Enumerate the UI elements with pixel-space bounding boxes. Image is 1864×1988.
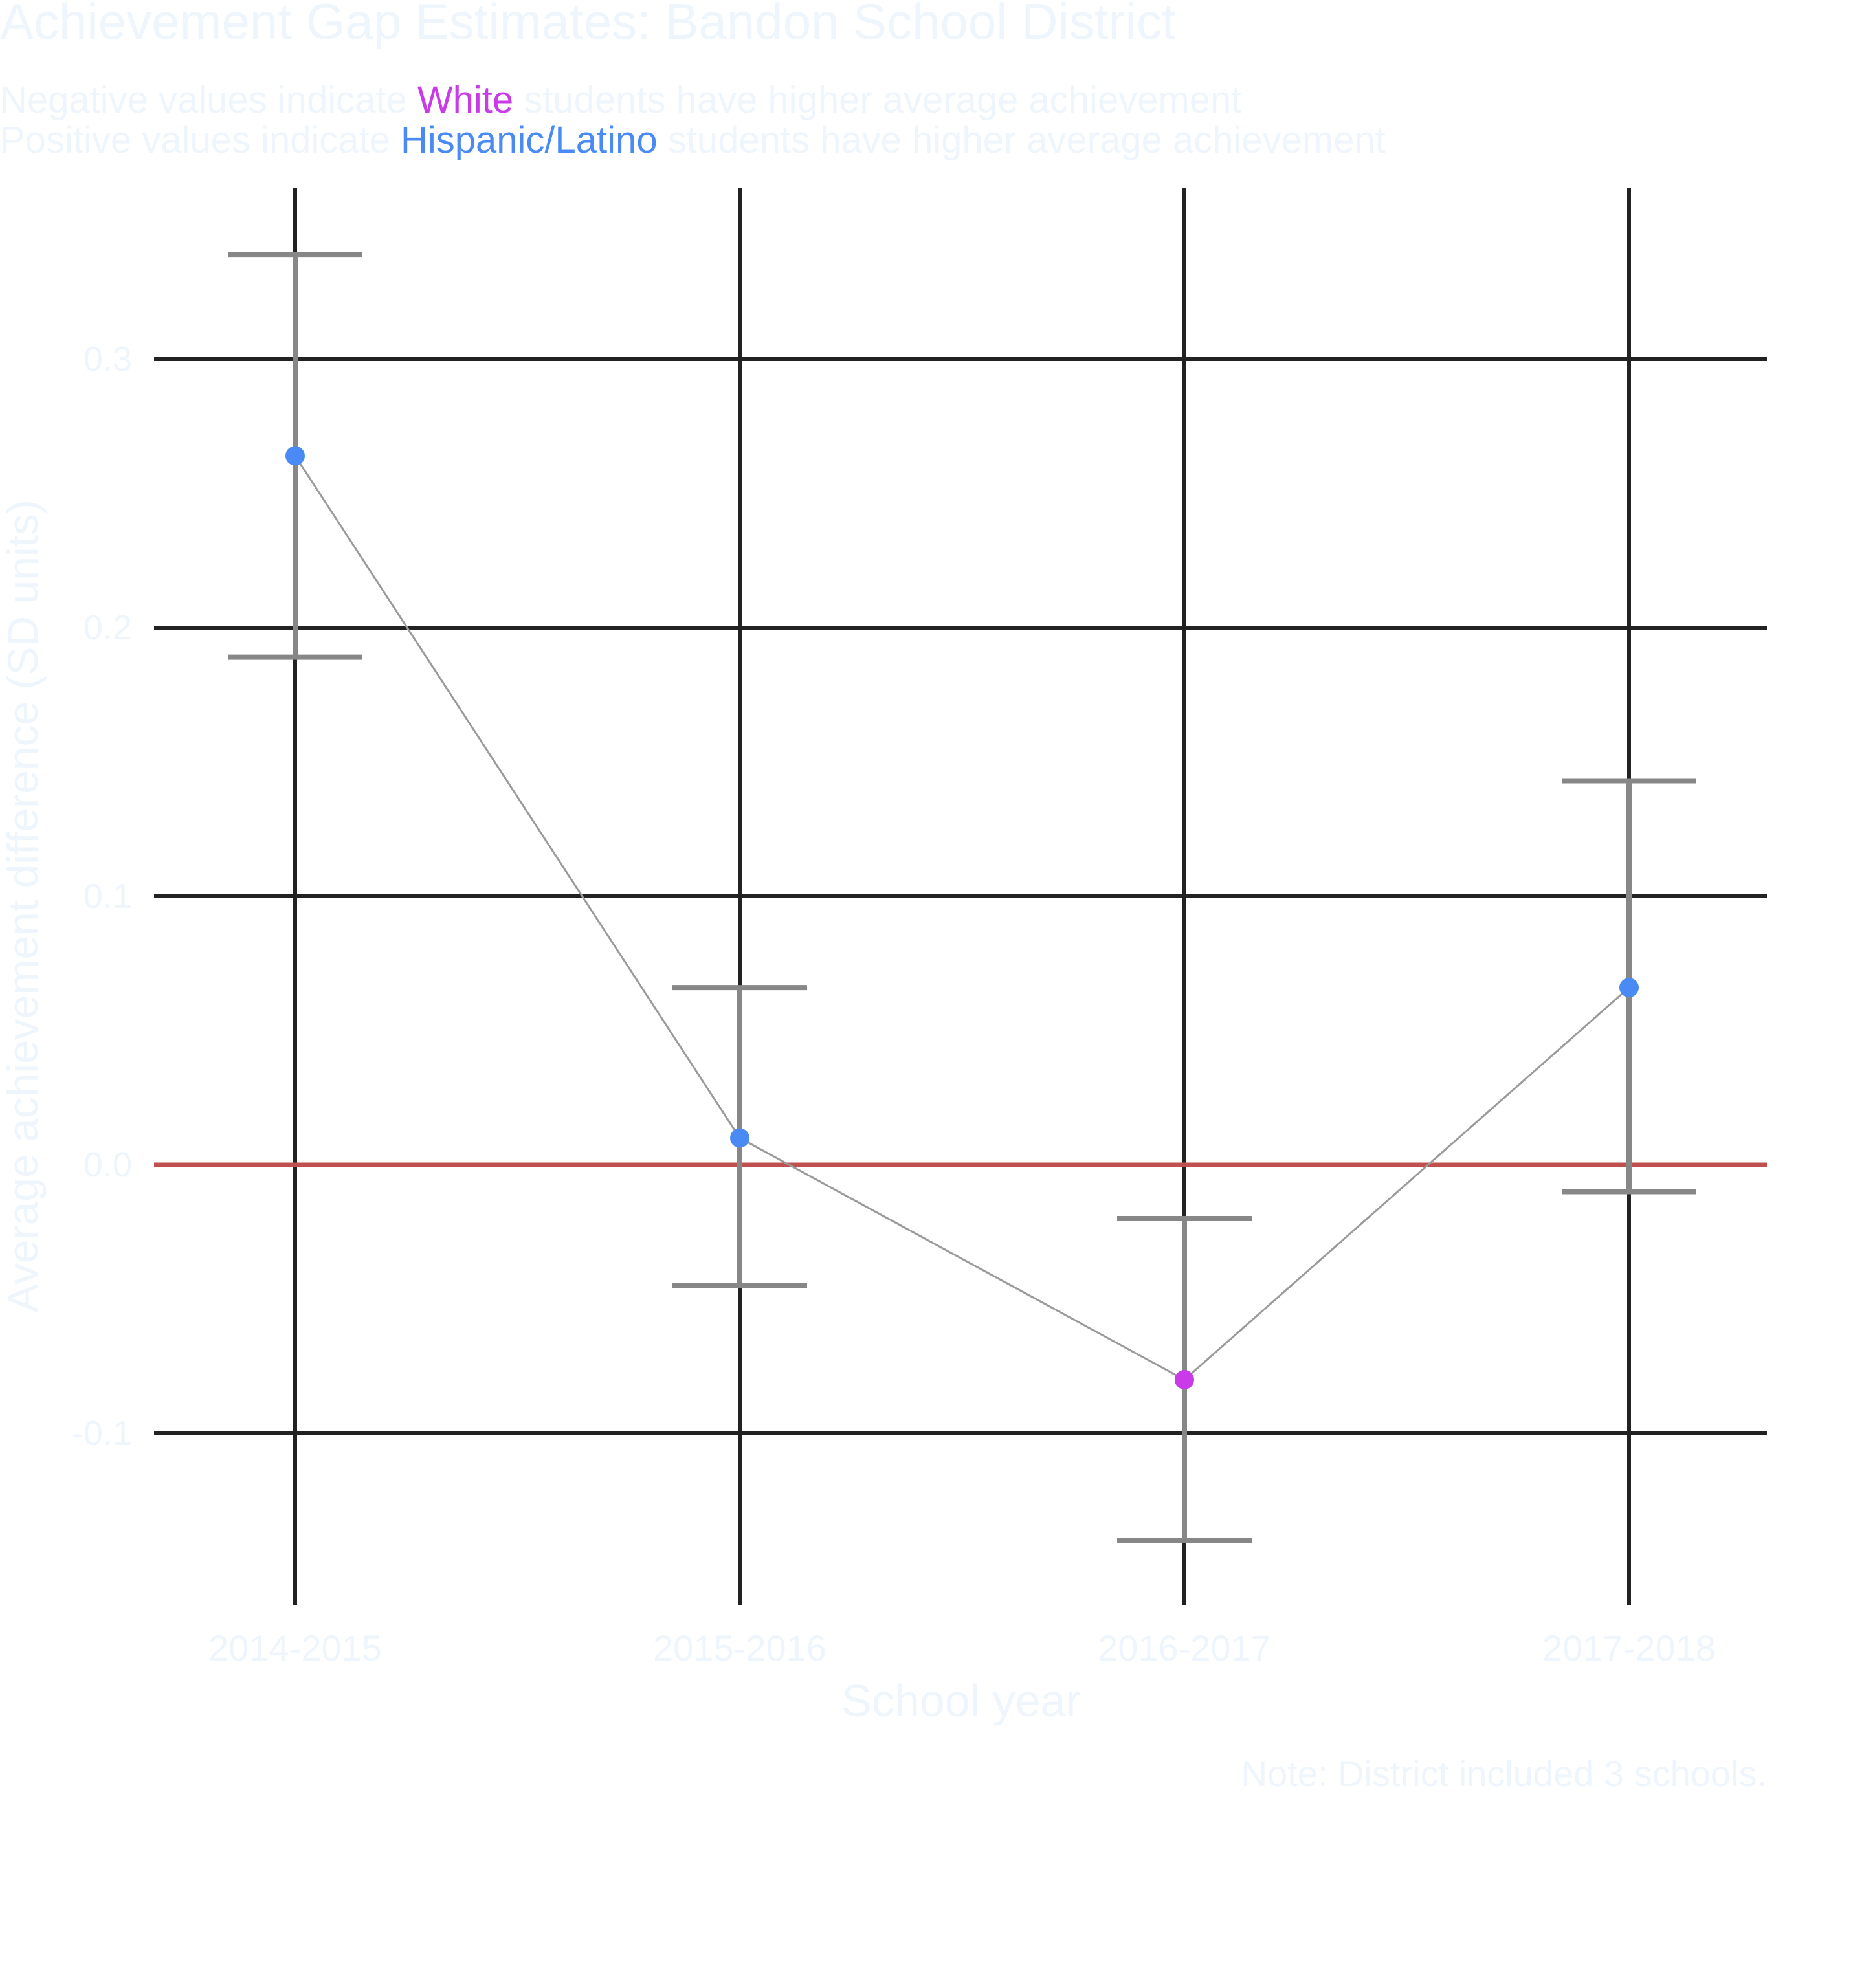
estimate-point-2 [1175, 1370, 1194, 1389]
y-tick-label-3: 0.2 [83, 608, 132, 647]
chart-caption: Note: District included 3 schools. [1241, 1753, 1767, 1794]
estimate-point-3 [1619, 978, 1639, 998]
estimate-point-0 [285, 446, 305, 466]
estimate-point-1 [730, 1128, 749, 1148]
x-tick-label-1: 2015-2016 [653, 1628, 827, 1668]
y-tick-label-4: 0.3 [83, 340, 132, 379]
chart-subtitle-line-2: Positive values indicate Hispanic/Latino… [0, 119, 1386, 161]
subtitle-1-after: students have higher average achievement [513, 79, 1241, 121]
y-tick-label-1: 0.0 [83, 1145, 132, 1184]
subtitle-1-highlight-white: White [417, 79, 513, 121]
chart-title: Achievement Gap Estimates: Bandon School… [0, 0, 1176, 50]
subtitle-2-highlight-hispanic: Hispanic/Latino [401, 119, 658, 161]
subtitle-2-after: students have higher average achievement [658, 119, 1386, 161]
x-tick-label-2: 2016-2017 [1098, 1628, 1271, 1668]
y-axis-title: Average achievement difference (SD units… [0, 500, 47, 1312]
x-tick-label-3: 2017-2018 [1542, 1628, 1716, 1668]
x-axis-title: School year [841, 1675, 1081, 1726]
x-tick-label-0: 2014-2015 [208, 1628, 382, 1668]
y-tick-label-0: -0.1 [72, 1414, 132, 1453]
plot-area: -0.1 0.0 0.1 0.2 0.3 2014-2015 2015-2016 2016-2… [72, 188, 1767, 1668]
subtitle-1-before: Negative values indicate [0, 79, 417, 121]
chart-subtitle-line-1: Negative values indicate White students … [0, 79, 1241, 121]
estimate-connector-line [294, 455, 1630, 1381]
subtitle-2-before: Positive values indicate [0, 119, 401, 161]
y-tick-label-2: 0.1 [83, 877, 132, 916]
